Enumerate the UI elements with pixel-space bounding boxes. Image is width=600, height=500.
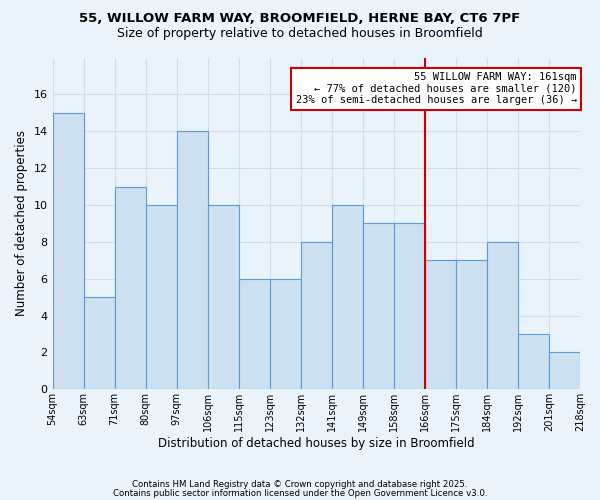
Bar bbox=[176, 131, 208, 390]
Text: Contains public sector information licensed under the Open Government Licence v3: Contains public sector information licen… bbox=[113, 489, 487, 498]
Bar bbox=[301, 242, 332, 390]
Bar bbox=[83, 297, 115, 390]
Text: Contains HM Land Registry data © Crown copyright and database right 2025.: Contains HM Land Registry data © Crown c… bbox=[132, 480, 468, 489]
Bar bbox=[456, 260, 487, 390]
Bar bbox=[239, 278, 270, 390]
Text: 55 WILLOW FARM WAY: 161sqm
← 77% of detached houses are smaller (120)
23% of sem: 55 WILLOW FARM WAY: 161sqm ← 77% of deta… bbox=[296, 72, 577, 106]
Y-axis label: Number of detached properties: Number of detached properties bbox=[15, 130, 28, 316]
Bar bbox=[394, 224, 425, 390]
Bar bbox=[363, 224, 394, 390]
Text: Size of property relative to detached houses in Broomfield: Size of property relative to detached ho… bbox=[117, 28, 483, 40]
X-axis label: Distribution of detached houses by size in Broomfield: Distribution of detached houses by size … bbox=[158, 437, 475, 450]
Bar bbox=[332, 205, 363, 390]
Bar bbox=[208, 205, 239, 390]
Bar bbox=[425, 260, 456, 390]
Bar bbox=[270, 278, 301, 390]
Bar bbox=[549, 352, 580, 390]
Text: 55, WILLOW FARM WAY, BROOMFIELD, HERNE BAY, CT6 7PF: 55, WILLOW FARM WAY, BROOMFIELD, HERNE B… bbox=[79, 12, 521, 26]
Bar bbox=[146, 205, 176, 390]
Bar bbox=[53, 113, 83, 390]
Bar bbox=[115, 186, 146, 390]
Bar bbox=[518, 334, 549, 390]
Bar bbox=[487, 242, 518, 390]
